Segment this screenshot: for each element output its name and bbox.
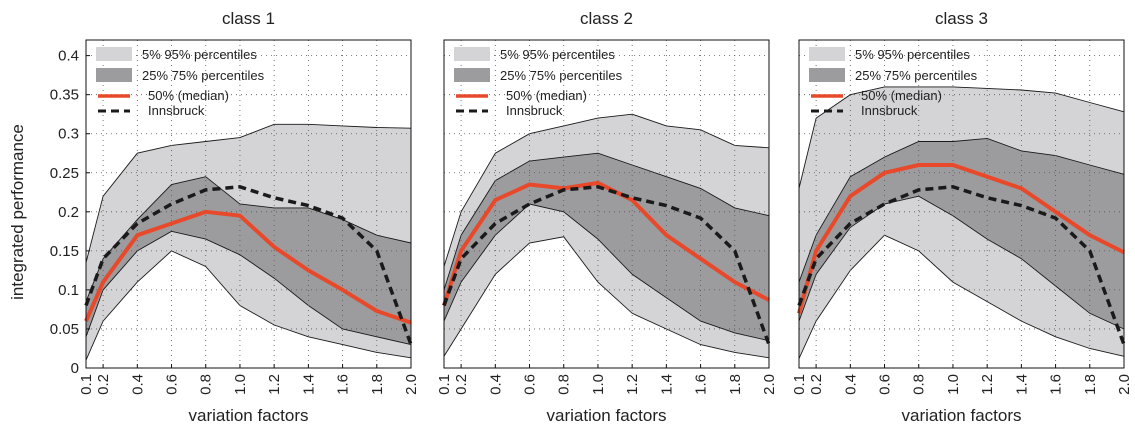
x-tick-label: 1.0 [590,374,607,395]
plot-frame [85,39,412,369]
legend-label: 5% 95% percentiles [142,47,257,62]
legend-label: Innsbruck [506,103,563,118]
x-tick-label: 1.6 [335,374,352,395]
x-tick-label: 1.0 [232,374,249,395]
x-tick-label: 0.8 [556,374,573,395]
legend-swatch-band-25-75 [809,68,845,82]
band-25-75-lower-edge [443,203,770,342]
legend-label: 5% 95% percentiles [855,47,970,62]
x-tick-label: 0.2 [808,374,825,395]
y-tick-label: 0.15 [50,243,79,260]
band-25-75-lower-edge [85,230,412,346]
legend-label: Innsbruck [861,103,918,118]
x-tick-label: 0.2 [95,374,112,395]
x-tick-label: 0.8 [911,374,928,395]
x-tick-label: 0.1 [78,374,95,395]
legend-label: 25% 75% percentiles [142,68,265,83]
legend-label: 25% 75% percentiles [500,68,623,83]
y-tick-label: 0.35 [50,87,79,104]
legend-label: 50% (median) [506,88,587,103]
x-tick-label: 1.6 [1048,374,1065,395]
x-tick-label: 1.4 [1013,374,1030,395]
chart-panel-1: class 10.1 0.2 0.4 0.6 0.8 1.0 1.2 1.4 1.6 1.8 2.0… [50,9,420,425]
band-5-95-upper-edge [443,113,770,267]
x-tick-label: 0.6 [877,374,894,395]
x-tick-label: 1.4 [300,374,317,395]
chart-panel-3: class 3 0.1 0.2 0.4 0.6 0.8 1.0 1.2 1.4 1.6 1.8 2.0… [791,9,1133,425]
plot-frame [798,39,1125,369]
band-5-95-lower-edge [443,236,770,359]
x-tick-label: 1.8 [727,374,744,395]
x-tick-label: 1.0 [945,374,962,395]
band-25-75 [444,153,769,341]
chart-panel-2: class 2 0.1 0.2 0.4 0.6 0.8 1.0 1.2 1.4 1.6 1.8 2.0… [436,9,778,425]
x-tick-label: 2.0 [761,374,778,395]
innsbruck-line [797,185,1126,346]
legend-label: 25% 75% percentiles [855,68,978,83]
x-axis-label: variation factors [547,406,667,425]
x-tick-label: 0.6 [522,374,539,395]
band-25-75-upper-edge [85,176,412,302]
x-tick-label: 0.4 [487,374,504,395]
legend-swatch-band-25-75 [96,68,132,82]
x-tick-label: 2.0 [403,374,420,395]
plot-frame [443,39,770,369]
x-tick-label: 0.1 [436,374,453,395]
band-5-95-upper-edge [85,123,412,263]
x-axis-label: variation factors [902,406,1022,425]
y-tick-label: 0.4 [58,48,79,65]
band-25-75 [799,138,1124,329]
x-tick-label: 1.2 [624,374,641,395]
band-25-75-upper-edge [798,137,1125,283]
legend-label: Innsbruck [148,103,205,118]
legend-swatch-band-5-95 [96,47,132,61]
x-axis-label: variation factors [189,406,309,425]
x-tick-label: 0.8 [198,374,215,395]
x-tick-label: 1.8 [1082,374,1099,395]
legend-swatch-band-25-75 [454,68,490,82]
x-tick-label: 0.2 [453,374,470,395]
band-5-95-lower-edge [798,234,1125,359]
legend-label: 50% (median) [861,88,942,103]
legend-swatch-band-5-95 [454,47,490,61]
x-tick-label: 1.2 [979,374,996,395]
band-5-95-upper-edge [798,86,1125,189]
legend: 5% 95% percentiles 25% 75% percentiles 50%… [96,47,265,118]
band-25-75-upper-edge [443,152,770,291]
x-tick-label: 1.6 [693,374,710,395]
legend: 5% 95% percentiles 25% 75% percentiles 50%… [809,47,978,118]
x-tick-label: 0.4 [842,374,859,395]
legend-label: 50% (median) [148,88,229,103]
innsbruck-line [442,185,771,346]
y-tick-label: 0.05 [50,321,79,338]
x-tick-label: 1.4 [658,374,675,395]
x-tick-label: 1.2 [266,374,283,395]
median-line [442,180,770,307]
x-tick-label: 1.8 [369,374,386,395]
chart-title: class 1 [222,9,275,28]
y-tick-label: 0 [71,360,79,377]
x-tick-label: 2.0 [1116,374,1133,395]
x-tick-label: 0.4 [129,374,146,395]
chart-title: class 3 [935,9,988,28]
y-axis-label: integrated performance [8,124,27,300]
innsbruck-line [84,185,413,346]
chart-title: class 2 [580,9,633,28]
x-tick-label: 0.6 [164,374,181,395]
legend-label: 5% 95% percentiles [500,47,615,62]
y-tick-label: 0.1 [58,282,79,299]
y-tick-label: 0.2 [58,204,79,221]
legend: 5% 95% percentiles 25% 75% percentiles 50%… [454,47,623,118]
y-tick-label: 0.25 [50,165,79,182]
legend-swatch-band-5-95 [809,47,845,61]
median-line [84,209,412,325]
median-line [797,163,1125,314]
y-tick-label: 0.3 [58,126,79,143]
x-tick-label: 0.1 [791,374,808,395]
